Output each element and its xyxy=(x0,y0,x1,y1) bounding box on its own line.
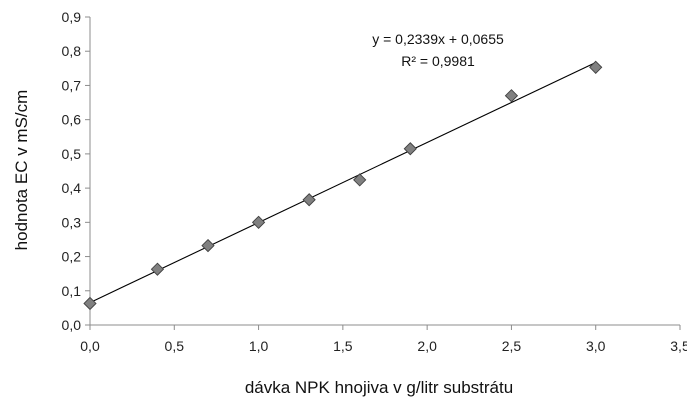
data-point xyxy=(251,215,266,229)
trendline xyxy=(89,61,596,304)
y-tick-label: 0,8 xyxy=(62,43,82,59)
y-tick-label: 0,7 xyxy=(62,77,82,93)
y-axis-title: hodnota EC v mS/cm xyxy=(12,90,31,251)
data-point xyxy=(403,142,417,156)
x-tick-label: 3,5 xyxy=(670,338,687,354)
data-point xyxy=(302,193,316,207)
data-point xyxy=(504,89,519,103)
trendline-equation: y = 0,2339x + 0,0655 xyxy=(372,31,504,47)
y-tick-label: 0,0 xyxy=(62,317,82,333)
y-axis-ticks: 0,0 0,1 0,2 0,3 0,4 0,5 0,6 0,7 0,8 0,9 xyxy=(62,9,90,333)
data-points xyxy=(83,60,603,311)
y-tick-label: 0,1 xyxy=(62,283,82,299)
x-tick-label: 0,5 xyxy=(165,338,185,354)
x-tick-label: 3,0 xyxy=(586,338,606,354)
data-point xyxy=(150,262,165,276)
x-tick-label: 1,5 xyxy=(333,338,353,354)
data-point xyxy=(83,296,97,311)
data-point xyxy=(201,238,215,253)
x-axis-ticks: 0,0 0,5 1,0 1,5 2,0 2,5 3,0 3,5 xyxy=(80,325,687,354)
y-tick-label: 0,6 xyxy=(62,112,82,128)
x-tick-label: 0,0 xyxy=(80,338,100,354)
x-axis-title: dávka NPK hnojiva v g/litr substrátu xyxy=(245,378,513,397)
x-tick-label: 1,0 xyxy=(249,338,269,354)
x-tick-label: 2,0 xyxy=(417,338,437,354)
x-tick-label: 2,5 xyxy=(502,338,522,354)
y-tick-label: 0,5 xyxy=(62,146,82,162)
y-tick-label: 0,9 xyxy=(62,9,82,25)
y-tick-label: 0,2 xyxy=(62,249,82,265)
y-tick-label: 0,3 xyxy=(62,214,82,230)
data-point xyxy=(353,173,367,187)
data-point xyxy=(589,60,603,74)
y-tick-label: 0,4 xyxy=(62,180,82,196)
r-squared-label: R² = 0,9981 xyxy=(401,53,475,69)
